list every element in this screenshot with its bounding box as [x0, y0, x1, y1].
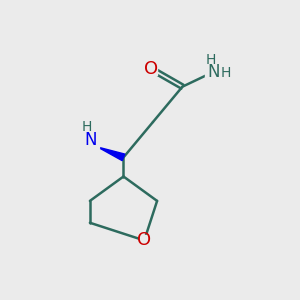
Text: N: N [207, 63, 220, 81]
Polygon shape [98, 147, 125, 160]
Text: O: O [144, 60, 158, 78]
Text: H: H [205, 52, 215, 67]
Bar [205, 64, 221, 80]
Text: O: O [137, 231, 151, 249]
Text: H: H [82, 120, 92, 134]
Bar [146, 63, 157, 75]
Text: H: H [220, 66, 231, 80]
Bar [139, 235, 150, 246]
Text: N: N [85, 131, 98, 149]
Bar [83, 132, 99, 148]
